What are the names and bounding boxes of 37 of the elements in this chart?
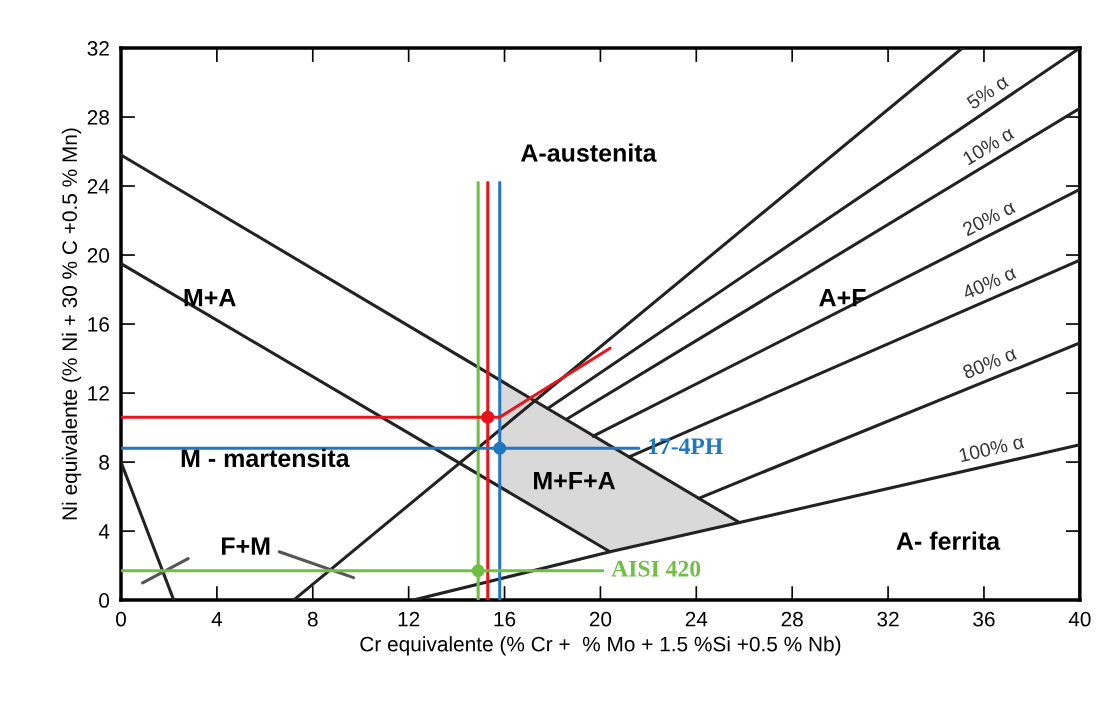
series-label: 17-4PH [649,438,723,454]
text: 100% α [958,434,1025,463]
x-tick-label: 16 [494,611,516,627]
x-tick-label: 12 [398,611,420,627]
x-tick-label: 20 [589,611,612,627]
annotation: F+M [221,537,270,555]
x-axis-title: Cr equivalente (% Cr + % Mo + 1.5 %Si +0.5 % Nb) [360,636,841,656]
y-tick-label: 20 [87,248,110,263]
x-tick-label: 24 [685,611,708,627]
y-axis-title: Ni equivalente (% Ni + 30 % C +0.5 % Mn) [61,128,82,520]
x-tick-label: 28 [781,611,803,627]
annotation: A- ferrita [896,531,1001,550]
x-tick-label: 4 [211,611,223,627]
y-tick-label: 12 [88,386,109,401]
x-tick-label: 0 [116,611,126,627]
annotation: M - martensita [181,448,350,468]
annotation: A-austenita [520,143,657,162]
x-tick-label: 32 [877,611,899,627]
annotation: A+F [819,289,866,307]
text: 5% α [965,74,1010,110]
annotation: M+A [184,289,236,307]
text: 10% α [961,125,1015,166]
x-tick-label: 8 [307,611,318,627]
y-tick-label: 28 [87,110,109,125]
y-tick-label: 24 [87,179,110,194]
text: 20% α [961,199,1017,237]
text: 80% α [961,346,1018,380]
text: 40% α [961,265,1017,300]
y-tick-label: 32 [87,41,109,56]
y-tick-label: 16 [88,317,109,332]
annotation: M+F+A [534,472,616,490]
series-label: AISI 420 [611,560,701,577]
x-tick-label: 40 [1068,611,1091,627]
x-tick-label: 36 [973,611,995,627]
y-tick-label: 0 [99,593,110,608]
y-tick-label: 8 [99,455,109,470]
y-tick-label: 4 [98,524,110,539]
